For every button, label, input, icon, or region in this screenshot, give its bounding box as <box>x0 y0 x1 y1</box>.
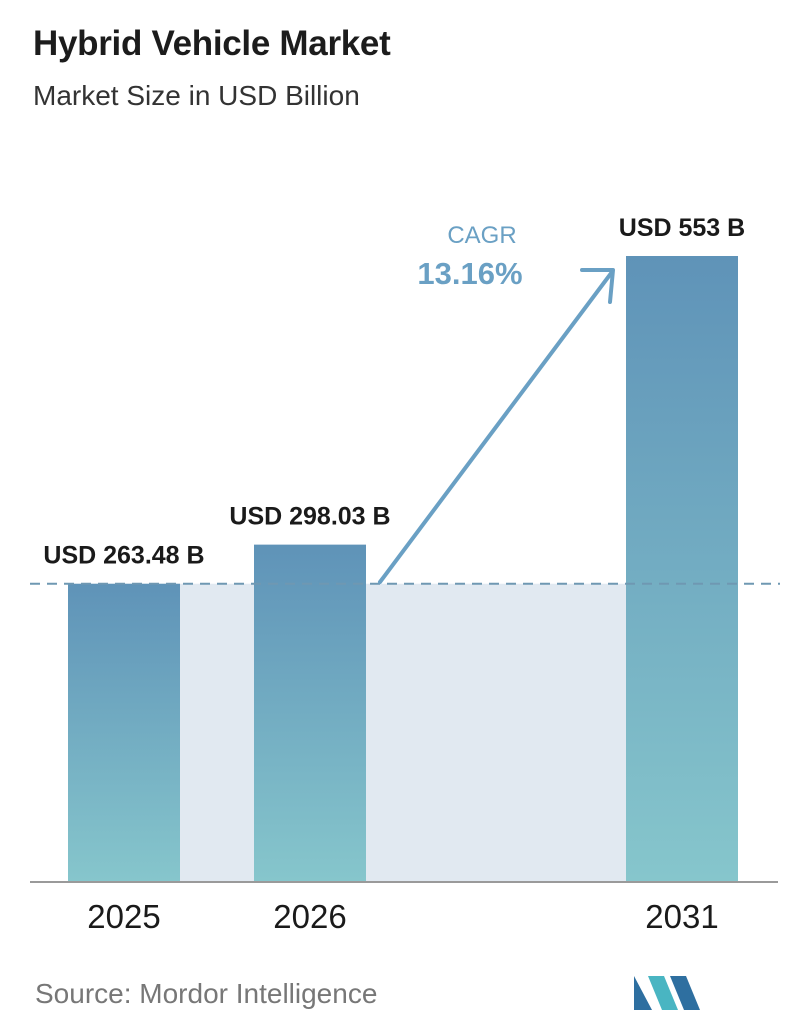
logo-shape-middle <box>648 976 678 1010</box>
x-tick-2026: 2026 <box>273 898 346 935</box>
logo-shape-right <box>670 976 700 1010</box>
chart-subtitle: Market Size in USD Billion <box>33 80 360 111</box>
value-labels: USD 263.48 B USD 298.03 B USD 553 B <box>43 214 745 570</box>
source-note: Source: Mordor Intelligence <box>35 978 378 1009</box>
value-label-2031: USD 553 B <box>619 214 745 242</box>
mordor-intelligence-logo <box>634 976 700 1010</box>
x-tick-2031: 2031 <box>645 898 718 935</box>
value-label-2026: USD 298.03 B <box>229 503 390 531</box>
value-label-2025: USD 263.48 B <box>43 542 204 570</box>
x-tick-2025: 2025 <box>87 898 160 935</box>
cagr-value: 13.16% <box>417 256 522 291</box>
chart-title: Hybrid Vehicle Market <box>33 24 391 63</box>
cagr-label: CAGR <box>447 222 516 249</box>
cagr-arrow-head <box>580 268 615 304</box>
bar-2025 <box>68 583 180 882</box>
cagr-arrow <box>378 270 614 584</box>
bars <box>68 256 738 882</box>
logo-shape-left <box>634 976 652 1010</box>
bar-2026 <box>254 544 366 882</box>
x-tick-labels: 2025 2026 2031 <box>87 898 718 935</box>
cagr-annotation: CAGR 13.16% <box>378 222 615 584</box>
bar-2031 <box>626 256 738 882</box>
